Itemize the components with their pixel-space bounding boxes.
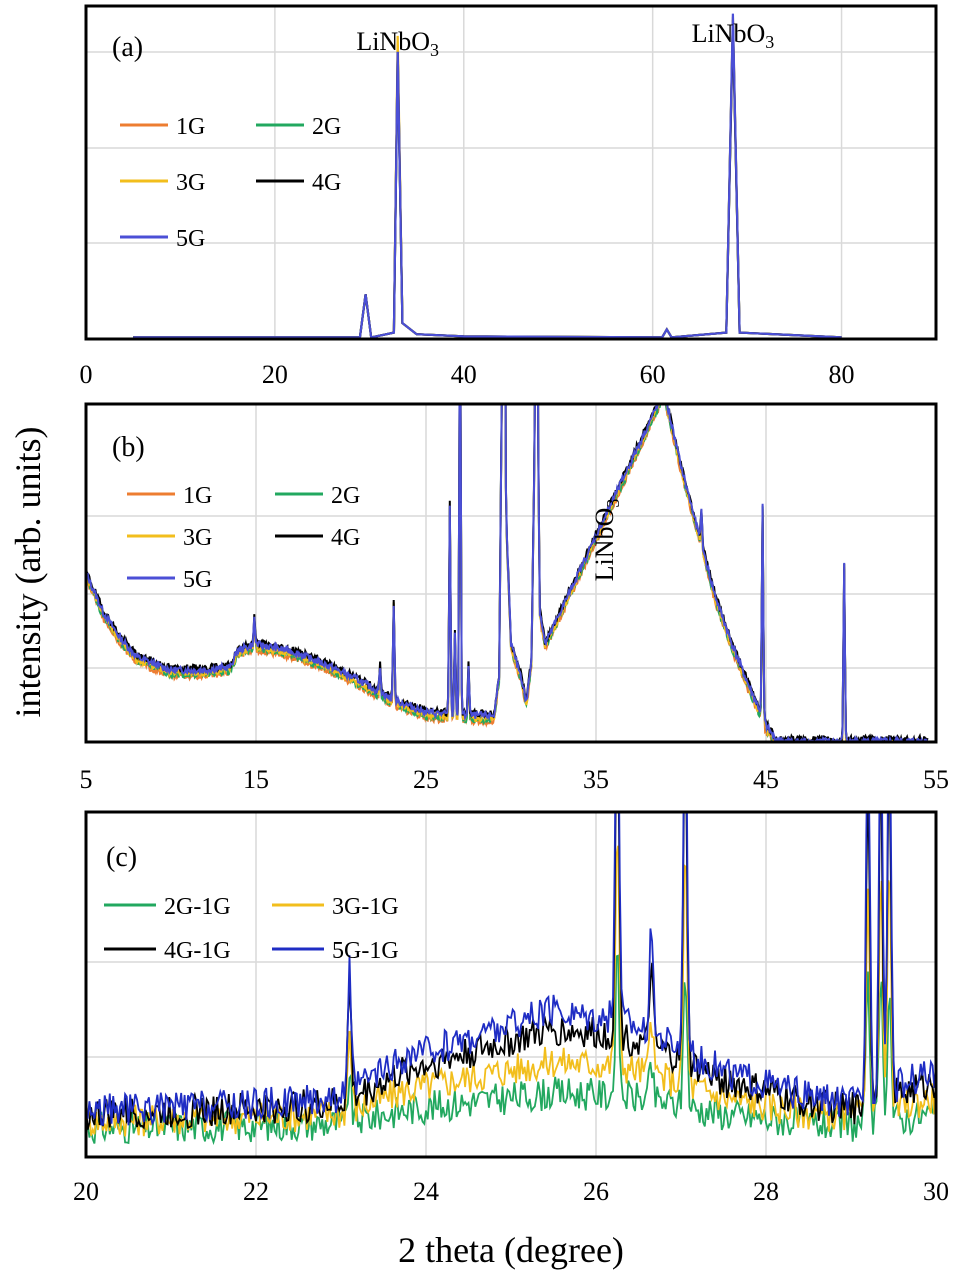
x-tick-label: 15 (243, 765, 269, 794)
panel-a-label: (a) (112, 32, 143, 63)
legend-label-2G-1G: 2G-1G (164, 894, 231, 920)
panel-b-frame (84, 402, 938, 744)
panel-b-annotations: LiNbO3 (590, 499, 623, 582)
legend-label-1G: 1G (176, 114, 205, 140)
legend-label-1G: 1G (183, 483, 212, 509)
legend-label-2G: 2G (312, 114, 341, 140)
panel-c-xticks: 20 22 24 26 28 30 (73, 1177, 949, 1206)
legend-label-2G: 2G (331, 483, 360, 509)
x-tick-label: 22 (243, 1177, 269, 1206)
y-axis-label: intensity (arb. units) (8, 427, 48, 718)
x-tick-label: 35 (583, 765, 609, 794)
legend-label-5G: 5G (176, 226, 205, 252)
panel-a-frame (84, 4, 938, 341)
series-line-2G-1G (86, 954, 936, 1146)
x-tick-label: 20 (73, 1177, 99, 1206)
annotation-label: LiNbO3 (590, 499, 623, 582)
panel-a-annotations: LiNbO3 LiNbO3 (356, 19, 774, 60)
legend-label-5G: 5G (183, 567, 212, 593)
x-tick-label: 45 (753, 765, 779, 794)
panel-c-frame (84, 810, 938, 1159)
x-tick-label: 26 (583, 1177, 609, 1206)
x-tick-label: 80 (829, 360, 855, 389)
panel-a-grid (86, 6, 936, 339)
legend-label-3G: 3G (183, 525, 212, 551)
x-tick-label: 24 (413, 1177, 439, 1206)
panel-c: (c) 2G-1G 3G-1G 4G-1G 5G-1G 20 22 24 26 28 30 (73, 810, 949, 1206)
panel-b-legend: 1G 2G 3G 4G 5G (127, 483, 360, 593)
panel-b-series (86, 404, 929, 742)
series-line-1G (86, 404, 919, 742)
annotation-label: LiNbO3 (692, 19, 775, 52)
series-line-4G (86, 404, 929, 742)
legend-label-4G: 4G (312, 170, 341, 196)
annotation-label: LiNbO3 (356, 27, 439, 60)
x-tick-label: 25 (413, 765, 439, 794)
legend-label-4G: 4G (331, 525, 360, 551)
x-tick-label: 28 (753, 1177, 779, 1206)
panel-a-legend: 1G 2G 3G 4G 5G (120, 114, 341, 252)
series-line-3G-1G (86, 845, 936, 1137)
panel-b-xticks: 5 15 25 35 45 55 (80, 765, 950, 794)
legend-label-3G: 3G (176, 170, 205, 196)
legend-label-4G-1G: 4G-1G (164, 938, 231, 964)
x-tick-label: 5 (80, 765, 93, 794)
series-line-5G (86, 404, 928, 742)
panel-a: (a) LiNbO3 LiNbO3 1G 2G 3G 4G 5G 0 20 40 60 80 (80, 4, 938, 389)
panel-b: (b) LiNbO3 1G 2G 3G 4G 5G 5 15 25 35 45 55 (80, 402, 950, 794)
panel-c-legend: 2G-1G 3G-1G 4G-1G 5G-1G (104, 894, 399, 964)
series-line-2G (86, 404, 925, 742)
x-tick-label: 40 (451, 360, 477, 389)
panel-c-label: (c) (106, 842, 137, 873)
panel-c-series (86, 812, 936, 1146)
series-line-3G (86, 404, 928, 742)
x-tick-label: 55 (923, 765, 949, 794)
panel-a-xticks: 0 20 40 60 80 (80, 360, 855, 389)
panel-b-label: (b) (112, 432, 145, 463)
series-line-5G-1G (86, 812, 936, 1126)
x-tick-label: 60 (640, 360, 666, 389)
legend-label-5G-1G: 5G-1G (332, 938, 399, 964)
panel-b-grid (86, 404, 937, 742)
x-tick-label: 20 (262, 360, 288, 389)
series-line-5G (133, 13, 842, 339)
legend-label-3G-1G: 3G-1G (332, 894, 399, 920)
x-tick-label: 30 (923, 1177, 949, 1206)
x-axis-label: 2 theta (degree) (398, 1230, 624, 1270)
x-tick-label: 0 (80, 360, 93, 389)
panel-a-series (133, 13, 842, 339)
